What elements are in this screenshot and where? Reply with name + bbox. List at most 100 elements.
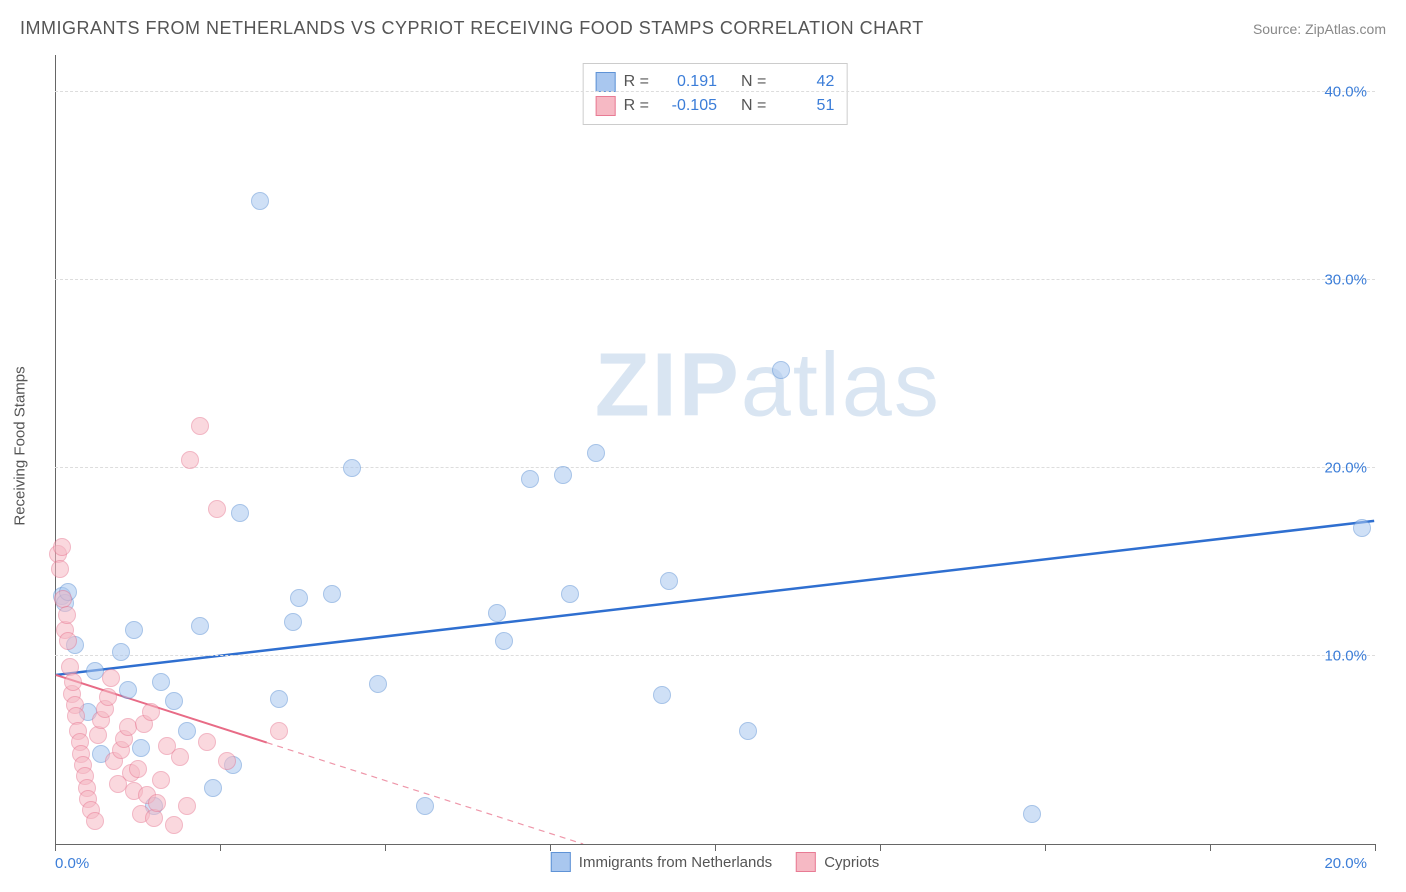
point-cypriots — [102, 669, 120, 687]
point-netherlands — [119, 681, 137, 699]
legend-correlation-box: R = 0.191 N = 42 R = -0.105 N = 51 — [583, 63, 848, 125]
title-bar: IMMIGRANTS FROM NETHERLANDS VS CYPRIOT R… — [20, 18, 1386, 39]
legend-bottom-item-1: Immigrants from Netherlands — [551, 852, 772, 872]
gridline-h — [55, 91, 1375, 92]
x-tick — [55, 844, 56, 851]
point-netherlands — [561, 585, 579, 603]
point-netherlands — [660, 572, 678, 590]
point-cypriots — [218, 752, 236, 770]
point-cypriots — [181, 451, 199, 469]
point-netherlands — [554, 466, 572, 484]
n-label-1: N = — [741, 73, 766, 91]
point-netherlands — [772, 361, 790, 379]
point-netherlands — [369, 675, 387, 693]
point-cypriots — [86, 812, 104, 830]
point-netherlands — [204, 779, 222, 797]
point-netherlands — [132, 739, 150, 757]
point-netherlands — [495, 632, 513, 650]
watermark-bold: ZIP — [595, 336, 741, 436]
point-netherlands — [125, 621, 143, 639]
point-netherlands — [112, 643, 130, 661]
point-netherlands — [270, 690, 288, 708]
n-label-2: N = — [741, 97, 766, 115]
r-value-1: 0.191 — [661, 73, 717, 91]
r-label-1: R = — [624, 73, 649, 91]
point-netherlands — [152, 673, 170, 691]
swatch-series-2 — [596, 96, 616, 116]
point-cypriots — [51, 560, 69, 578]
y-tick-label: 20.0% — [1324, 459, 1367, 476]
point-cypriots — [148, 794, 166, 812]
point-netherlands — [290, 589, 308, 607]
swatch-bottom-1 — [551, 852, 571, 872]
n-value-1: 42 — [778, 73, 834, 91]
point-cypriots — [53, 538, 71, 556]
point-netherlands — [653, 686, 671, 704]
x-tick — [385, 844, 386, 851]
point-cypriots — [171, 748, 189, 766]
y-axis-title: Receiving Food Stamps — [12, 366, 29, 525]
x-tick — [715, 844, 716, 851]
point-cypriots — [119, 718, 137, 736]
gridline-h — [55, 467, 1375, 468]
n-value-2: 51 — [778, 97, 834, 115]
r-value-2: -0.105 — [661, 97, 717, 115]
x-tick — [880, 844, 881, 851]
trend-lines-svg — [55, 55, 1375, 844]
point-cypriots — [58, 606, 76, 624]
point-netherlands — [488, 604, 506, 622]
x-tick — [220, 844, 221, 851]
point-netherlands — [739, 722, 757, 740]
point-cypriots — [178, 797, 196, 815]
point-cypriots — [270, 722, 288, 740]
point-cypriots — [89, 726, 107, 744]
point-cypriots — [198, 733, 216, 751]
point-cypriots — [64, 673, 82, 691]
point-netherlands — [86, 662, 104, 680]
swatch-bottom-2 — [796, 852, 816, 872]
point-netherlands — [231, 504, 249, 522]
legend-row-series-2: R = -0.105 N = 51 — [596, 94, 835, 118]
gridline-h — [55, 655, 1375, 656]
r-label-2: R = — [624, 97, 649, 115]
point-cypriots — [191, 417, 209, 435]
point-netherlands — [587, 444, 605, 462]
point-netherlands — [416, 797, 434, 815]
point-netherlands — [1023, 805, 1041, 823]
point-cypriots — [142, 703, 160, 721]
legend-bottom: Immigrants from Netherlands Cypriots — [551, 852, 879, 872]
chart-title: IMMIGRANTS FROM NETHERLANDS VS CYPRIOT R… — [20, 18, 924, 39]
legend-bottom-label-2: Cypriots — [824, 854, 879, 871]
x-axis-label-min: 0.0% — [55, 855, 89, 872]
legend-bottom-item-2: Cypriots — [796, 852, 879, 872]
point-cypriots — [145, 809, 163, 827]
point-cypriots — [208, 500, 226, 518]
trend-line — [56, 521, 1374, 675]
watermark: ZIPatlas — [595, 335, 941, 438]
point-netherlands — [284, 613, 302, 631]
x-tick — [1045, 844, 1046, 851]
point-netherlands — [251, 192, 269, 210]
x-tick — [1210, 844, 1211, 851]
point-netherlands — [343, 459, 361, 477]
legend-bottom-label-1: Immigrants from Netherlands — [579, 854, 772, 871]
source-label: Source: ZipAtlas.com — [1253, 21, 1386, 37]
point-cypriots — [152, 771, 170, 789]
point-cypriots — [129, 760, 147, 778]
plot-area: ZIPatlas R = 0.191 N = 42 R = -0.105 N =… — [55, 55, 1375, 845]
point-cypriots — [59, 632, 77, 650]
gridline-h — [55, 279, 1375, 280]
y-tick-label: 30.0% — [1324, 271, 1367, 288]
point-netherlands — [1353, 519, 1371, 537]
point-netherlands — [521, 470, 539, 488]
point-netherlands — [178, 722, 196, 740]
y-axis-line — [55, 55, 56, 844]
trend-line-dashed — [267, 743, 583, 844]
y-tick-label: 40.0% — [1324, 83, 1367, 100]
x-tick — [1375, 844, 1376, 851]
point-netherlands — [323, 585, 341, 603]
y-tick-label: 10.0% — [1324, 647, 1367, 664]
point-netherlands — [165, 692, 183, 710]
point-cypriots — [165, 816, 183, 834]
x-tick — [550, 844, 551, 851]
